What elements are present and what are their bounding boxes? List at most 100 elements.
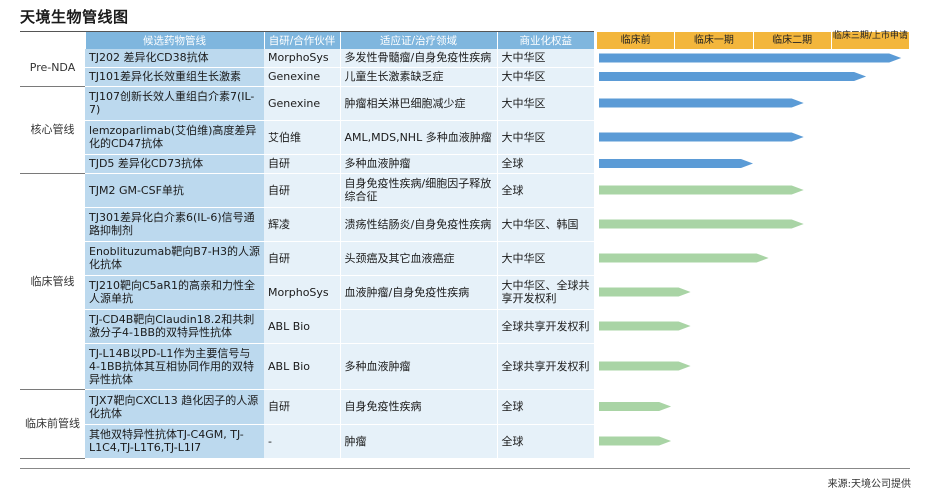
indication: 溃疡性结肠炎/自身免疫性疾病 <box>340 207 498 242</box>
rights: 全球 <box>497 424 594 459</box>
drug-name: TJ-L14B以PD-L1作为主要信号与4-1BB抗体其互相协同作用的双特异性抗… <box>85 343 264 390</box>
partner: 自研 <box>264 154 341 174</box>
rights: 大中华区 <box>497 49 594 68</box>
table-row: Enoblituzumab靶向B7-H3的人源化抗体 自研 头颈癌及其它血液癌症… <box>20 241 594 276</box>
indication: 儿童生长激素缺乏症 <box>340 67 498 87</box>
table-row: 其他双特异性抗体TJ-C4GM, TJ-L1C4,TJ-L1T6,TJ-L1I7… <box>20 424 594 459</box>
drug-name: TJ-CD4B靶向Claudin18.2和共刺激分子4-1BB的双特异性抗体 <box>85 309 264 344</box>
rights: 全球共享开发权利 <box>497 343 594 390</box>
stage-preclinical: 临床前管线 <box>20 389 85 459</box>
partner: Genexine <box>264 86 341 121</box>
indication: 多种血液肿瘤 <box>340 343 498 390</box>
partner: Genexine <box>264 67 341 87</box>
partner: - <box>264 424 341 459</box>
indication: 多发性骨髓瘤/自身免疫性疾病 <box>340 49 498 68</box>
rights: 大中华区 <box>497 86 594 121</box>
table-row: TJ301差异化白介素6(IL-6)信号通路抑制剂 辉凌 溃疡性结肠炎/自身免疫… <box>20 207 594 242</box>
progress-arrow <box>599 219 804 229</box>
progress-arrow <box>599 72 867 81</box>
progress-arrow <box>599 253 769 263</box>
drug-name: TJ210靶向C5aR1的高亲和力性全人源单抗 <box>85 275 264 310</box>
partner: MorphoSys <box>264 49 341 68</box>
partner: 自研 <box>264 173 341 208</box>
progress-arrow <box>599 321 691 331</box>
progress-arrow <box>599 159 753 168</box>
progress-arrow <box>599 361 691 371</box>
table-row: 核心管线 TJ107创新长效人重组白介素7(IL-7) Genexine 肿瘤相… <box>20 86 594 174</box>
phase-3: 临床三期/上市申请 <box>832 31 908 41</box>
partner: 自研 <box>264 241 341 276</box>
rights: 全球 <box>497 154 594 174</box>
drug-name: TJ107创新长效人重组白介素7(IL-7) <box>85 86 264 121</box>
rights: 大中华区、全球共享开发权利 <box>497 275 594 310</box>
indication: 肿瘤相关淋巴细胞减少症 <box>340 86 498 121</box>
partner: 自研 <box>264 389 341 425</box>
partner: ABL Bio <box>264 309 341 344</box>
page-title: 天境生物管线图 <box>20 8 129 26</box>
table-row: 临床前管线 TJX7靶向CXCL13 趋化因子的人源化抗体 自研 自身免疫性疾病… <box>20 389 594 459</box>
rights: 全球 <box>497 389 594 425</box>
stage-clinical: 临床管线 <box>20 173 85 390</box>
rights: 大中华区 <box>497 67 594 87</box>
bottom-divider <box>20 468 910 469</box>
table-row: lemzoparlimab(艾伯维)高度差异化的CD47抗体 艾伯维 AML,M… <box>20 120 594 155</box>
indication-header: 适应证/治疗领域 <box>340 32 498 49</box>
table-header-row: 候选药物管线 自研/合作伙伴 适应证/治疗领域 商业化权益 <box>20 32 594 49</box>
indication: 自身免疫性疾病 <box>340 389 498 425</box>
drug-name: TJ101差异化长效重组生长激素 <box>85 67 264 87</box>
drug-name: Enoblituzumab靶向B7-H3的人源化抗体 <box>85 241 264 276</box>
progress-arrow <box>599 53 902 63</box>
stage-core: 核心管线 <box>20 86 85 174</box>
progress-arrow <box>599 132 804 142</box>
partner-header: 自研/合作伙伴 <box>264 32 341 49</box>
stage-header <box>20 32 86 49</box>
indication: AML,MDS,NHL 多种血液肿瘤 <box>340 120 498 155</box>
progress-bars-svg <box>599 53 902 446</box>
progress-arrow <box>599 436 672 446</box>
table-row: TJ210靶向C5aR1的高亲和力性全人源单抗 MorphoSys 血液肿瘤/自… <box>20 275 594 310</box>
table-row: TJ-CD4B靶向Claudin18.2和共刺激分子4-1BB的双特异性抗体 A… <box>20 309 594 344</box>
top-divider <box>20 31 594 32</box>
rights: 全球 <box>497 173 594 208</box>
phase-2: 临床二期 <box>754 32 832 49</box>
partner: MorphoSys <box>264 275 341 310</box>
phase-header: 临床前 临床一期 临床二期 临床三期/上市申请 <box>597 32 909 49</box>
partner: 艾伯维 <box>264 120 341 155</box>
rights: 全球共享开发权利 <box>497 309 594 344</box>
progress-arrow <box>599 402 672 411</box>
partner: 辉凌 <box>264 207 341 242</box>
table-row: Pre-NDA TJ202 差异化CD38抗体 MorphoSys 多发性骨髓瘤… <box>20 49 594 87</box>
drug-name: TJD5 差异化CD73抗体 <box>85 154 264 174</box>
indication <box>340 309 498 344</box>
table-row: TJD5 差异化CD73抗体 自研 多种血液肿瘤 全球 <box>20 154 594 174</box>
indication: 肿瘤 <box>340 424 498 459</box>
table-row: TJ-L14B以PD-L1作为主要信号与4-1BB抗体其互相协同作用的双特异性抗… <box>20 343 594 390</box>
indication: 头颈癌及其它血液癌症 <box>340 241 498 276</box>
rights: 大中华区、韩国 <box>497 207 594 242</box>
drug-name: 其他双特异性抗体TJ-C4GM, TJ-L1C4,TJ-L1T6,TJ-L1I7 <box>85 424 264 459</box>
drug-name: TJM2 GM-CSF单抗 <box>85 173 264 208</box>
indication: 血液肿瘤/自身免疫性疾病 <box>340 275 498 310</box>
stage-pre-nda: Pre-NDA <box>20 49 85 87</box>
drug-name: TJ301差异化白介素6(IL-6)信号通路抑制剂 <box>85 207 264 242</box>
drug-name: TJX7靶向CXCL13 趋化因子的人源化抗体 <box>85 389 264 425</box>
phase-1: 临床一期 <box>675 32 754 49</box>
table-row: TJ101差异化长效重组生长激素 Genexine 儿童生长激素缺乏症 大中华区 <box>20 67 594 87</box>
progress-arrow <box>599 287 691 297</box>
pipeline-table: 候选药物管线 自研/合作伙伴 适应证/治疗领域 商业化权益 Pre-NDA TJ… <box>20 32 594 459</box>
drug-header: 候选药物管线 <box>85 32 265 49</box>
indication: 多种血液肿瘤 <box>340 154 498 174</box>
rights: 大中华区 <box>497 241 594 276</box>
progress-arrow <box>599 185 804 195</box>
rights: 大中华区 <box>497 120 594 155</box>
phase-preclinical: 临床前 <box>597 32 676 49</box>
drug-name: TJ202 差异化CD38抗体 <box>85 49 264 68</box>
partner: ABL Bio <box>264 343 341 390</box>
indication: 自身免疫性疾病/细胞因子释放综合征 <box>340 173 498 208</box>
drug-name: lemzoparlimab(艾伯维)高度差异化的CD47抗体 <box>85 120 264 155</box>
source-note: 来源:天境公司提供 <box>827 479 911 490</box>
progress-bars <box>597 0 917 495</box>
table-row: 临床管线 TJM2 GM-CSF单抗 自研 自身免疫性疾病/细胞因子释放综合征 … <box>20 173 594 390</box>
progress-arrow <box>599 98 804 108</box>
rights-header: 商业化权益 <box>497 32 594 49</box>
